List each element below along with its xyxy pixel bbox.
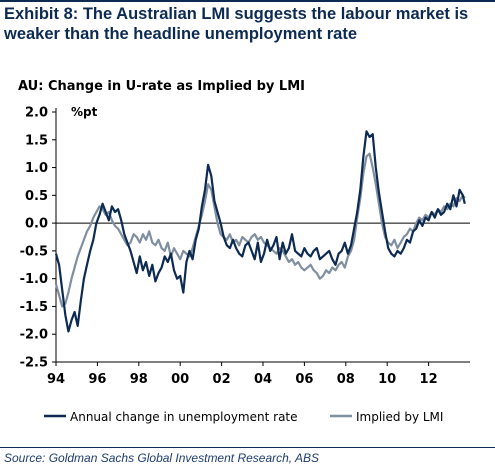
x-tick-label: 06: [295, 372, 313, 387]
y-tick-label: 1.5: [25, 133, 48, 148]
y-tick-labels: 2.0 1.5 1.0 0.5 0.0 -0.5 -1.0 -1.5 -2.0 -2.5: [20, 106, 48, 371]
legend-label-series-1: Annual change in unemployment rate: [70, 410, 298, 424]
series-lines: [54, 130, 466, 333]
x-tick-label: 98: [130, 372, 148, 387]
x-tick-label: 08: [337, 372, 355, 387]
y-tick-label: 1.0: [25, 161, 48, 176]
y-tick-label: 2.0: [25, 106, 48, 121]
y-tick-label: 0.5: [25, 189, 48, 204]
legend: Annual change in unemployment rate Impli…: [44, 410, 443, 424]
exhibit-title: Exhibit 8: The Australian LMI suggests t…: [4, 5, 469, 43]
x-tick-label: 12: [420, 372, 438, 387]
y-tick-label: -1.5: [20, 300, 48, 315]
series-line-2: [54, 152, 466, 308]
legend-label-series-2: Implied by LMI: [356, 410, 443, 424]
source-note: Source: Goldman Sachs Global Investment …: [4, 451, 320, 465]
x-tick-label: 94: [47, 372, 65, 387]
top-rule: [0, 0, 495, 2]
x-tick-label: 04: [254, 372, 272, 387]
line-chart: 2.0 1.5 1.0 0.5 0.0 -0.5 -1.0 -1.5 -2.0 -2.5 94 96…: [20, 105, 470, 424]
y-axis-label: %pt: [71, 105, 98, 119]
y-tick-label: 0.0: [25, 217, 48, 232]
x-tick-label: 02: [213, 372, 231, 387]
chart-title: AU: Change in U-rate as Implied by LMI: [18, 79, 305, 94]
x-tick-label: 00: [171, 372, 189, 387]
y-tick-label: -2.5: [20, 356, 48, 371]
series-line-1: [54, 130, 466, 333]
y-tick-label: -0.5: [20, 244, 48, 259]
bottom-rule: [0, 447, 495, 448]
y-tick-label: -1.0: [20, 272, 48, 287]
x-tick-label: 96: [88, 372, 106, 387]
x-tick-label: 10: [378, 372, 396, 387]
y-tick-label: -2.0: [20, 328, 48, 343]
x-tick-labels: 94 96 98 00 02 04 06 08 10 12: [47, 372, 438, 387]
chart-axes: [52, 108, 470, 366]
